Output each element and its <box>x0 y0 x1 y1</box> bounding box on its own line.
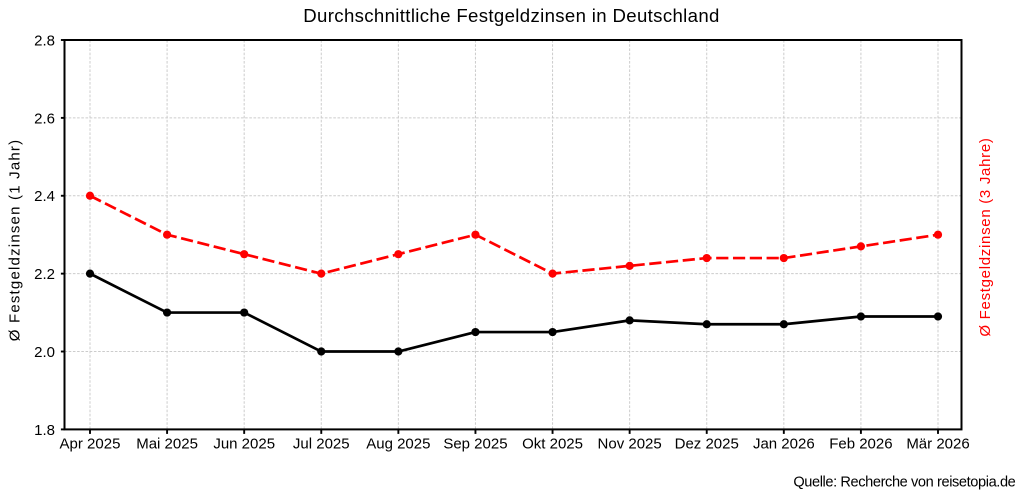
svg-text:Aug 2025: Aug 2025 <box>366 435 430 452</box>
svg-text:Jan 2026: Jan 2026 <box>753 435 815 452</box>
svg-text:2.6: 2.6 <box>34 110 55 127</box>
svg-text:Mär 2026: Mär 2026 <box>906 435 969 452</box>
svg-text:Feb 2026: Feb 2026 <box>829 435 892 452</box>
svg-text:Apr 2025: Apr 2025 <box>60 435 121 452</box>
svg-text:Mai 2025: Mai 2025 <box>136 435 198 452</box>
svg-text:Durchschnittliche Festgeldzins: Durchschnittliche Festgeldzinsen in Deut… <box>303 5 719 26</box>
svg-text:2.2: 2.2 <box>34 266 55 283</box>
svg-text:Okt 2025: Okt 2025 <box>522 435 583 452</box>
svg-text:2.4: 2.4 <box>34 188 55 205</box>
svg-text:2.0: 2.0 <box>34 344 55 361</box>
svg-text:Dez 2025: Dez 2025 <box>675 435 739 452</box>
svg-text:Sep 2025: Sep 2025 <box>443 435 507 452</box>
svg-text:Ø Festgeldzinsen (1 Jahr): Ø Festgeldzinsen (1 Jahr) <box>7 139 24 342</box>
svg-text:Jun 2025: Jun 2025 <box>213 435 275 452</box>
svg-text:2.8: 2.8 <box>34 32 55 49</box>
svg-text:Jul 2025: Jul 2025 <box>293 435 350 452</box>
svg-text:1.8: 1.8 <box>34 422 55 439</box>
svg-text:Nov 2025: Nov 2025 <box>598 435 662 452</box>
svg-text:Ø Festgeldzinsen (3 Jahre): Ø Festgeldzinsen (3 Jahre) <box>977 137 994 336</box>
svg-text:Quelle: Recherche von reisetop: Quelle: Recherche von reisetopia.de <box>793 475 1015 491</box>
